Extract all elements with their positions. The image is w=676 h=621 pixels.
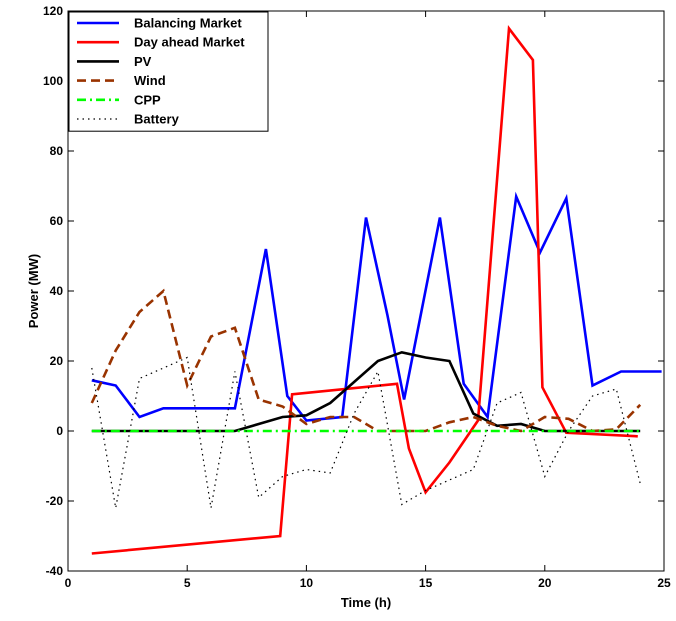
series-line-balancing-market — [91, 191, 662, 422]
y-tick-label: 60 — [50, 214, 64, 228]
y-tick-label: 40 — [50, 284, 64, 298]
legend-label-wind: Wind — [134, 73, 166, 88]
plot-frame — [67, 10, 665, 572]
y-tick-label: 80 — [50, 144, 64, 158]
legend-label-battery: Battery — [134, 112, 180, 127]
legend-label-day-ahead-market: Day ahead Market — [134, 35, 245, 50]
legend-label-pv: PV — [134, 54, 152, 69]
legend-box — [68, 11, 269, 132]
legend-label-cpp: CPP — [134, 92, 161, 107]
x-tick-label: 25 — [657, 576, 671, 590]
y-tick-label: 100 — [43, 74, 63, 88]
series-line-battery — [91, 356, 641, 509]
legend-label-balancing-market: Balancing Market — [134, 16, 242, 31]
y-axis-title: Power (MW) — [26, 254, 41, 328]
series-line-day-ahead-market — [91, 24, 638, 555]
x-tick-label: 5 — [184, 576, 191, 590]
series-line-wind — [90, 288, 642, 433]
x-axis-title: Time (h) — [341, 595, 391, 610]
y-tick-label: 20 — [50, 354, 64, 368]
x-tick-label: 20 — [538, 576, 552, 590]
x-tick-label: 15 — [419, 576, 433, 590]
x-tick-label: 0 — [65, 576, 72, 590]
x-tick-label: 10 — [300, 576, 314, 590]
y-tick-label: 120 — [43, 4, 63, 18]
y-tick-label: -40 — [46, 564, 64, 578]
y-tick-label: 0 — [56, 424, 63, 438]
y-tick-label: -20 — [46, 494, 64, 508]
